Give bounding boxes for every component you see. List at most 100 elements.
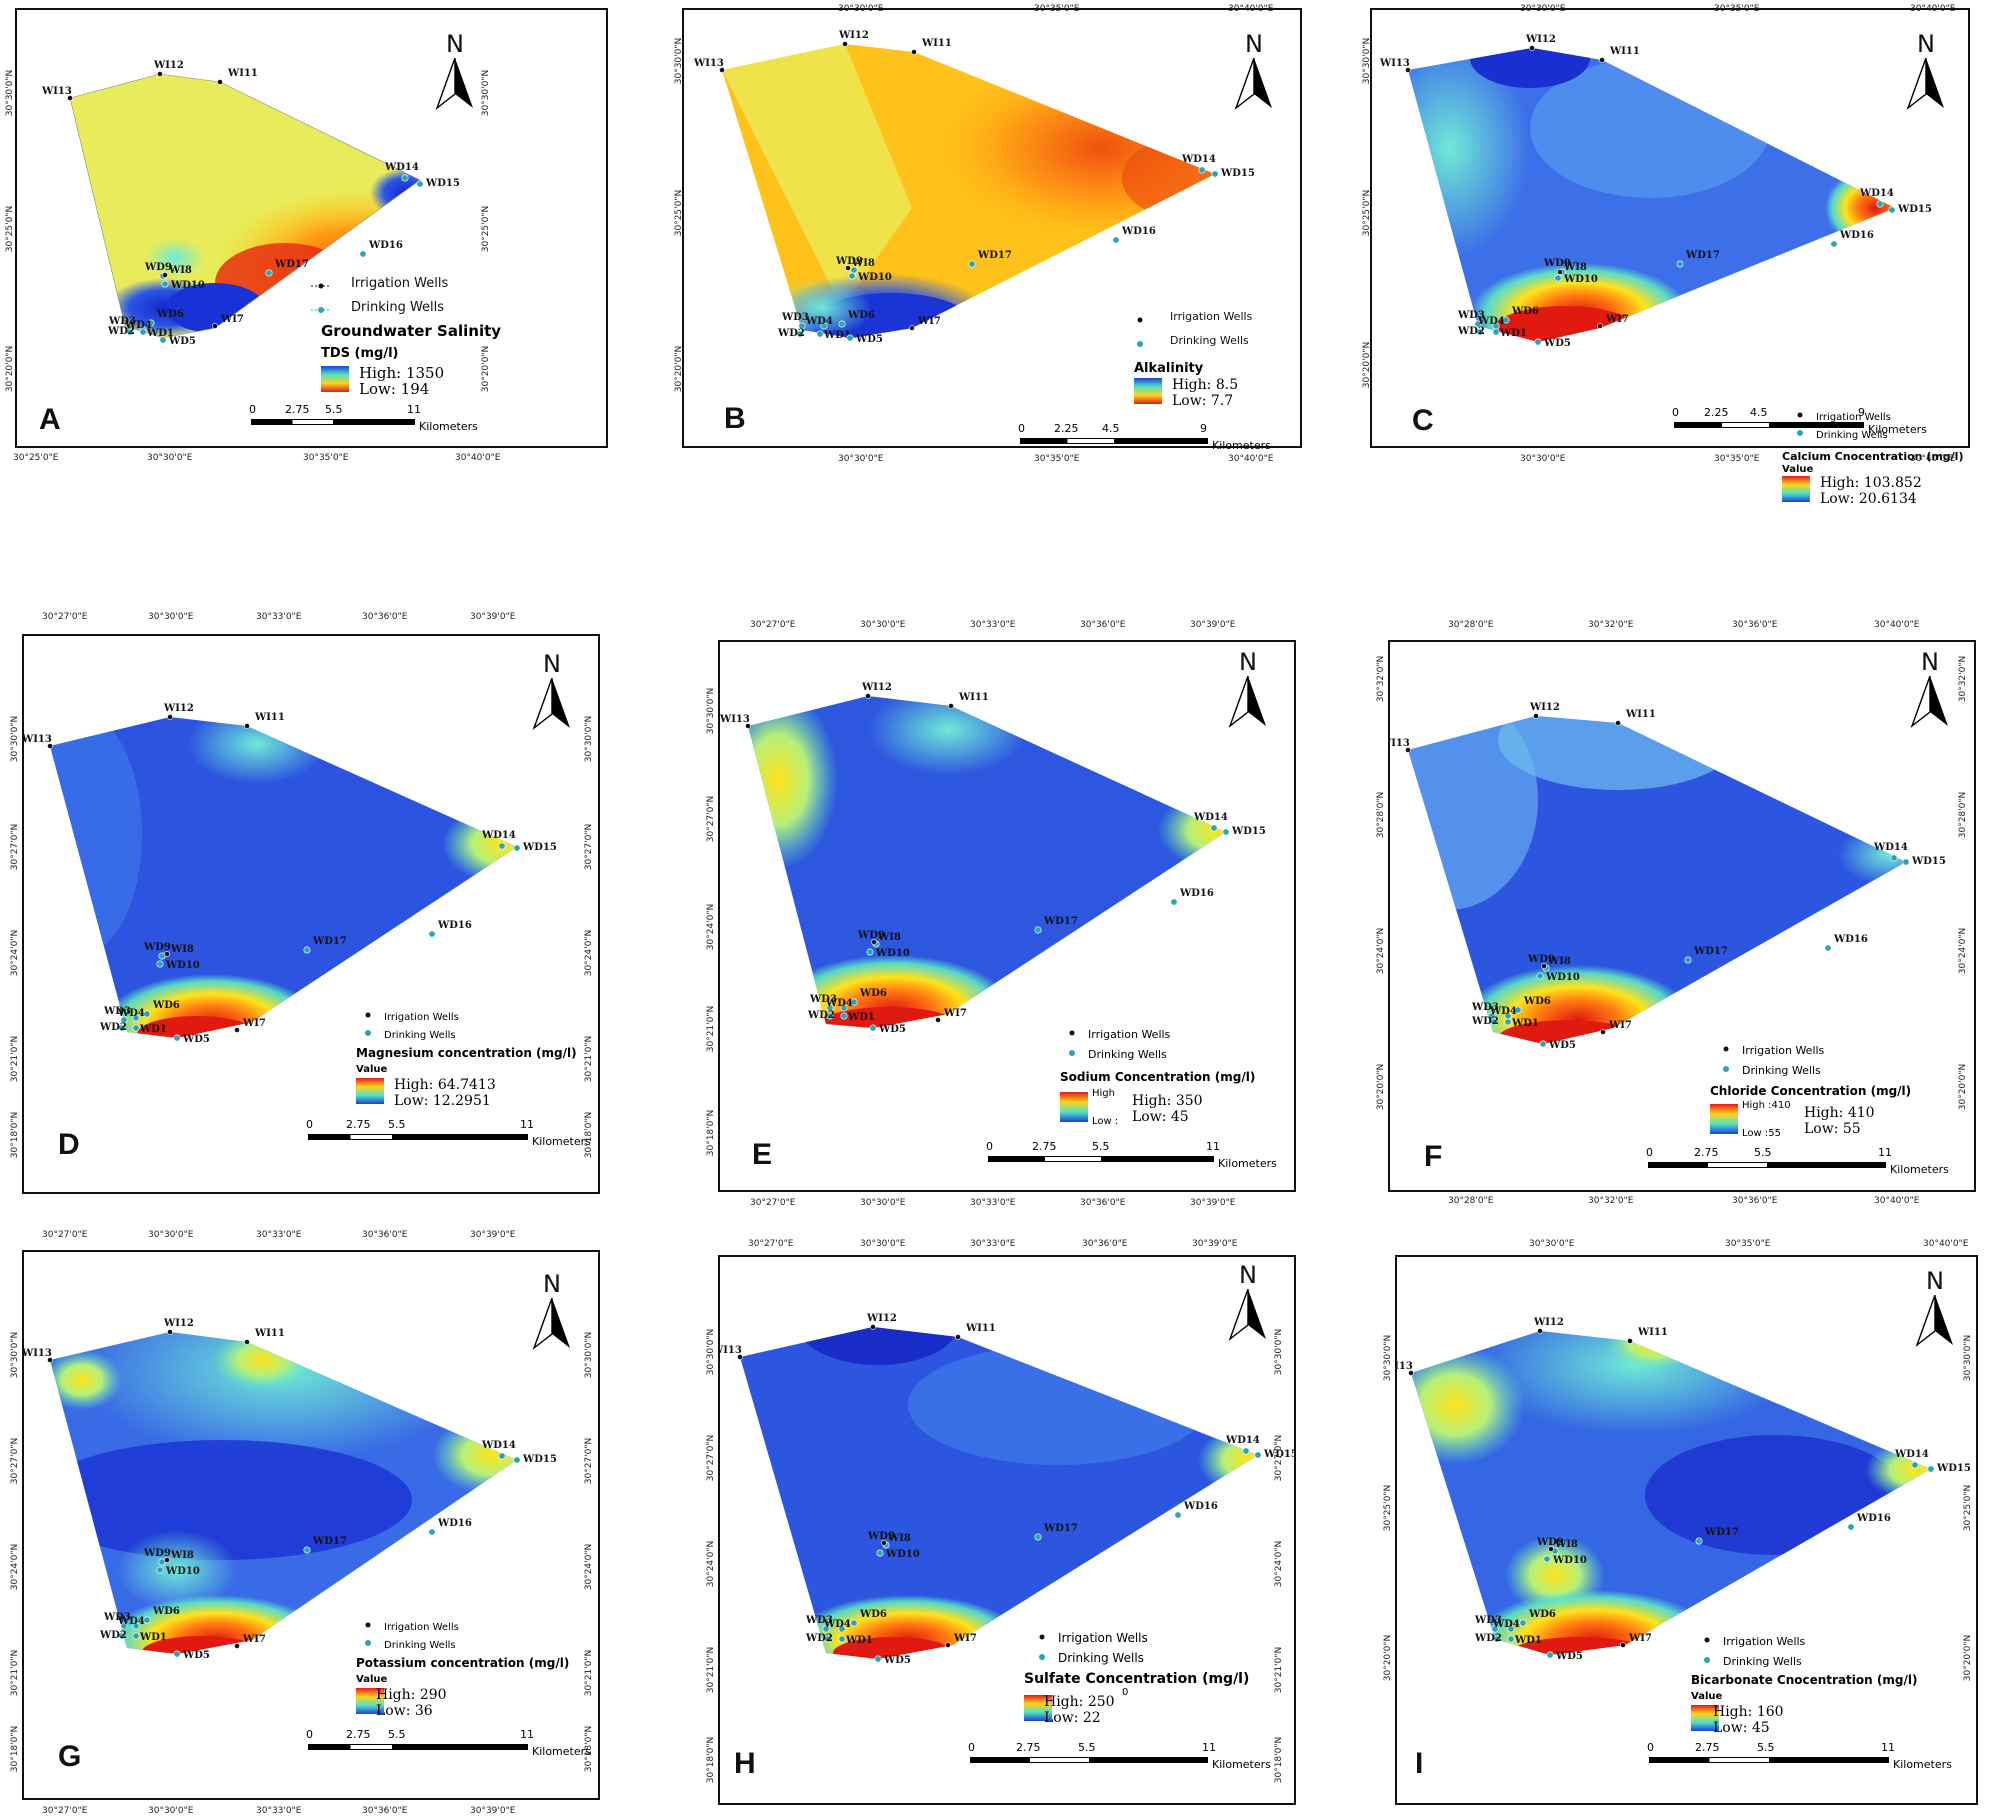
coord-label: 30°40'0"E bbox=[1923, 1239, 1969, 1249]
panel-d: WI12 WI11 WI13 WD14 WD15 WD16 WD17 WD9 WI8 WD10 WD… bbox=[10, 612, 622, 1202]
scale-unit: Kilometers bbox=[532, 1745, 591, 1758]
well-label: WD6 bbox=[1511, 306, 1539, 317]
north-arrow: N bbox=[1232, 32, 1276, 111]
legend-high: High: 64.7413 bbox=[394, 1077, 496, 1093]
coord-label: 30°36'0"E bbox=[1082, 1239, 1128, 1249]
well-label: WD2 bbox=[777, 328, 805, 339]
legend-title: Bicarbonate Cnocentration (mg/l) bbox=[1691, 1673, 1918, 1687]
coord-label: 30°21'0"N bbox=[706, 1005, 717, 1053]
panel-label: E bbox=[752, 1138, 773, 1171]
well-label: WD16 bbox=[1839, 230, 1874, 241]
well-label: WI11 bbox=[921, 38, 952, 49]
drinking-well-marker bbox=[838, 1625, 846, 1633]
coord-label: 30°27'0"N bbox=[10, 823, 21, 871]
color-ramp bbox=[356, 1688, 384, 1714]
scale-tick: 5.5 bbox=[388, 1118, 406, 1131]
well-label: WI7 bbox=[943, 1008, 967, 1019]
coord-label: 30°20'0"N bbox=[1958, 1063, 1969, 1111]
drinking-well-marker bbox=[498, 842, 506, 850]
drinking-well-marker bbox=[428, 1528, 436, 1536]
legend-value-label: Value bbox=[356, 1674, 388, 1685]
well-label: WD10 bbox=[165, 1566, 200, 1577]
legend-title: Sodium Concentration (mg/l) bbox=[1060, 1070, 1256, 1084]
panel-label: C bbox=[1412, 404, 1434, 437]
well-label: WD15 bbox=[1911, 856, 1946, 867]
well-label: WD6 bbox=[1528, 1609, 1556, 1620]
coord-label: 30°27'0"N bbox=[706, 1434, 717, 1482]
well-label: WD3 bbox=[1471, 1002, 1499, 1013]
drinking-well-marker bbox=[498, 1452, 506, 1460]
north-arrow: N bbox=[1908, 650, 1952, 729]
well-label: WD15 bbox=[1897, 204, 1932, 215]
panel-label: B bbox=[724, 402, 746, 435]
well-label: WD10 bbox=[1545, 972, 1580, 983]
coord-label: 30°18'0"N bbox=[1274, 1736, 1285, 1784]
scale-tick: 5.5 bbox=[1078, 1741, 1096, 1754]
well-label: WI7 bbox=[1608, 1020, 1632, 1031]
scale-tick: 2.75 bbox=[1016, 1741, 1041, 1754]
legend-drinking: Drinking Wells bbox=[1716, 1064, 1821, 1077]
coord-label: 30°30'0"E bbox=[148, 1806, 194, 1816]
coord-label: 30°30'0"N bbox=[10, 1331, 21, 1379]
panel-c: WI12 WI11 WI13 WD14 WD15 WD16 WD17 WD9 WI8 WD10 WD… bbox=[1362, 4, 1998, 507]
well-label: WD4 bbox=[1489, 1006, 1517, 1017]
scale-tick: 5.5 bbox=[1092, 1140, 1110, 1153]
well-label: WD2 bbox=[1457, 326, 1485, 337]
drinking-well-marker bbox=[156, 1566, 164, 1574]
well-label: WD14 bbox=[384, 162, 419, 173]
drinking-well-marker bbox=[1911, 1461, 1919, 1469]
scale-tick: 2.75 bbox=[346, 1728, 371, 1741]
well-label: WI12 bbox=[1529, 702, 1560, 713]
coord-label: 30°25'0"N bbox=[674, 189, 685, 237]
coord-label: 30°30'0"N bbox=[584, 715, 595, 763]
coord-label: 30°18'0"N bbox=[584, 1111, 595, 1159]
scale-unit: Kilometers bbox=[532, 1135, 591, 1148]
well-label: WD2 bbox=[1471, 1016, 1499, 1027]
coord-label: 30°27'0"E bbox=[750, 620, 796, 630]
well-label: WD5 bbox=[1555, 1651, 1583, 1662]
irrigation-well-marker bbox=[47, 1357, 53, 1363]
drinking-well-marker bbox=[1507, 1635, 1515, 1643]
well-label: WD4 bbox=[124, 320, 152, 331]
coord-label: 30°30'0"N bbox=[674, 37, 685, 85]
coord-label: 30°24'0"N bbox=[1958, 927, 1969, 975]
color-ramp bbox=[1782, 476, 1810, 502]
well-label: WD17 bbox=[1685, 250, 1720, 261]
coord-label: 30°30'0"N bbox=[1383, 1334, 1394, 1382]
coord-label: 30°24'0"N bbox=[10, 1543, 21, 1591]
drinking-well-marker bbox=[1198, 166, 1206, 174]
well-label: WI8 bbox=[1554, 1539, 1578, 1550]
well-label: WI13 bbox=[41, 86, 72, 97]
drinking-well-marker bbox=[428, 930, 436, 938]
panel-h: WI12WI11WI13WD14WD15WD16WD17WD9WI8WD10WD… bbox=[706, 1239, 1318, 1815]
coord-label: 30°33'0"E bbox=[970, 1239, 1016, 1249]
panel-e: WI12 WI11 WI13 WD14 WD15 WD16 WD17 WD9 WI8 WD10 WD… bbox=[706, 620, 1318, 1210]
irrigation-well-marker bbox=[1537, 1328, 1543, 1334]
coord-label: 30°32'0"N bbox=[1958, 655, 1969, 703]
well-label: WD1 bbox=[845, 1635, 873, 1646]
irrigation-well-marker bbox=[1557, 269, 1563, 275]
well-label: WD5 bbox=[883, 1655, 911, 1666]
coord-label: 30°18'0"N bbox=[706, 1736, 717, 1784]
coord-label: 30°27'0"E bbox=[750, 1198, 796, 1208]
coord-label: 30°30'0"N bbox=[1274, 1328, 1285, 1376]
north-label: N bbox=[543, 1270, 561, 1298]
well-label: WI8 bbox=[170, 944, 194, 955]
drinking-well-marker bbox=[824, 1635, 832, 1643]
coord-label: 30°30'0"E bbox=[148, 612, 194, 622]
coord-label: 30°21'0"N bbox=[10, 1649, 21, 1697]
interpolation-surface bbox=[1411, 1331, 1931, 1655]
drinking-well-marker bbox=[118, 1024, 126, 1032]
well-label: WD10 bbox=[170, 280, 205, 291]
irrigation-well-marker bbox=[1627, 1338, 1633, 1344]
irrigation-well-marker bbox=[845, 265, 851, 271]
coord-label: 30°39'0"E bbox=[1190, 620, 1236, 630]
color-ramp bbox=[1134, 378, 1162, 404]
drinking-label: Drinking Wells bbox=[1088, 1048, 1167, 1061]
coord-label: 30°27'0"E bbox=[42, 1230, 88, 1240]
coord-label: 30°30'0"E bbox=[1529, 1239, 1575, 1249]
coord-label: 30°36'0"E bbox=[1732, 620, 1778, 630]
scale-tick: 4.5 bbox=[1750, 406, 1768, 419]
well-label: WI8 bbox=[1547, 956, 1571, 967]
drinking-well-marker bbox=[1242, 1447, 1250, 1455]
